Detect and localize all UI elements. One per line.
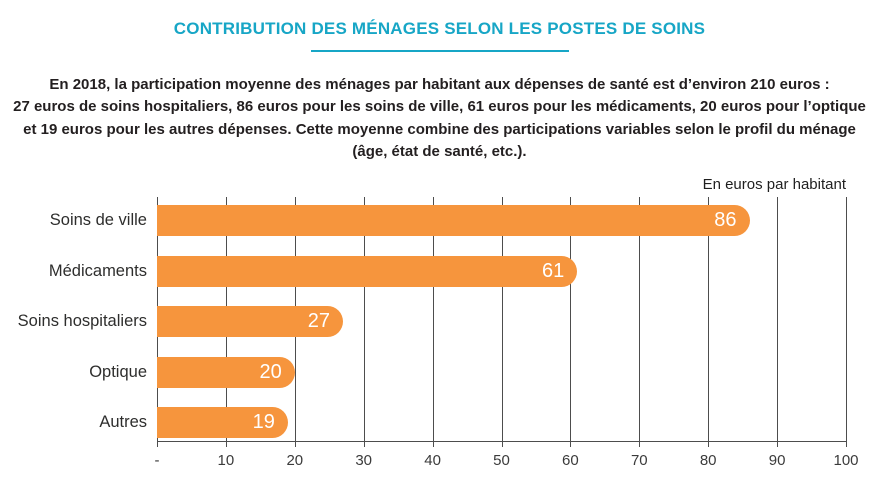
bar: 61 xyxy=(157,255,578,287)
bar-value-label: 27 xyxy=(307,310,331,332)
x-axis-labels: - 10 20 30 40 50 60 70 80 90 100 xyxy=(154,452,859,472)
x-tick-label: 10 xyxy=(217,452,235,469)
gridline xyxy=(708,197,710,447)
category-label: Soins de ville xyxy=(49,211,147,229)
gridline xyxy=(363,197,365,447)
x-tick-label: 100 xyxy=(833,452,859,469)
x-tick-label: 40 xyxy=(424,452,441,469)
unit-label: En euros par habitant xyxy=(702,176,846,193)
x-tick-label: 30 xyxy=(355,452,373,469)
gridline xyxy=(777,197,779,447)
gridline xyxy=(570,197,572,447)
bar-value-label: 20 xyxy=(259,360,282,383)
y-axis-labels: Soins de ville Médicaments Soins hospitali… xyxy=(0,197,147,442)
bar-value-label: 61 xyxy=(542,259,565,282)
category-label: Autres xyxy=(99,413,147,431)
bar-value-label: 86 xyxy=(714,209,737,231)
intro-text: En 2018, la participation moyenne des mé… xyxy=(0,74,879,164)
bar-value-label: 19 xyxy=(252,411,275,433)
category-label: Soins hospitaliers xyxy=(17,312,147,330)
intro-line: 27 euros de soins hospitaliers, 86 euros… xyxy=(13,98,866,116)
x-tick-label: 60 xyxy=(562,452,579,469)
intro-line: (âge, état de santé, etc.). xyxy=(352,143,527,161)
bar: 20 xyxy=(157,356,295,388)
bar: 19 xyxy=(157,407,288,438)
gridline xyxy=(501,197,503,447)
x-tick-label: - xyxy=(154,452,160,469)
intro-line: En 2018, la participation moyenne des mé… xyxy=(49,76,830,93)
bar: 27 xyxy=(157,306,344,337)
bar: 86 xyxy=(157,205,750,236)
x-tick-label: 20 xyxy=(286,452,304,469)
category-label: Optique xyxy=(89,362,147,381)
title-underline xyxy=(310,50,569,52)
gridline xyxy=(846,197,847,447)
category-label: Médicaments xyxy=(48,261,147,280)
intro-line: et 19 euros pour les autres dépenses. Ce… xyxy=(23,120,856,138)
gridline xyxy=(639,197,641,447)
x-tick-label: 50 xyxy=(493,452,510,469)
x-tick-label: 90 xyxy=(768,452,786,469)
page-title: CONTRIBUTION DES MÉNAGES SELON LES POSTE… xyxy=(173,19,706,38)
gridline xyxy=(432,197,434,447)
plot-area: 86 61 27 20 19 xyxy=(157,197,847,447)
x-tick-label: 80 xyxy=(699,452,717,469)
x-tick-label: 70 xyxy=(630,452,648,469)
